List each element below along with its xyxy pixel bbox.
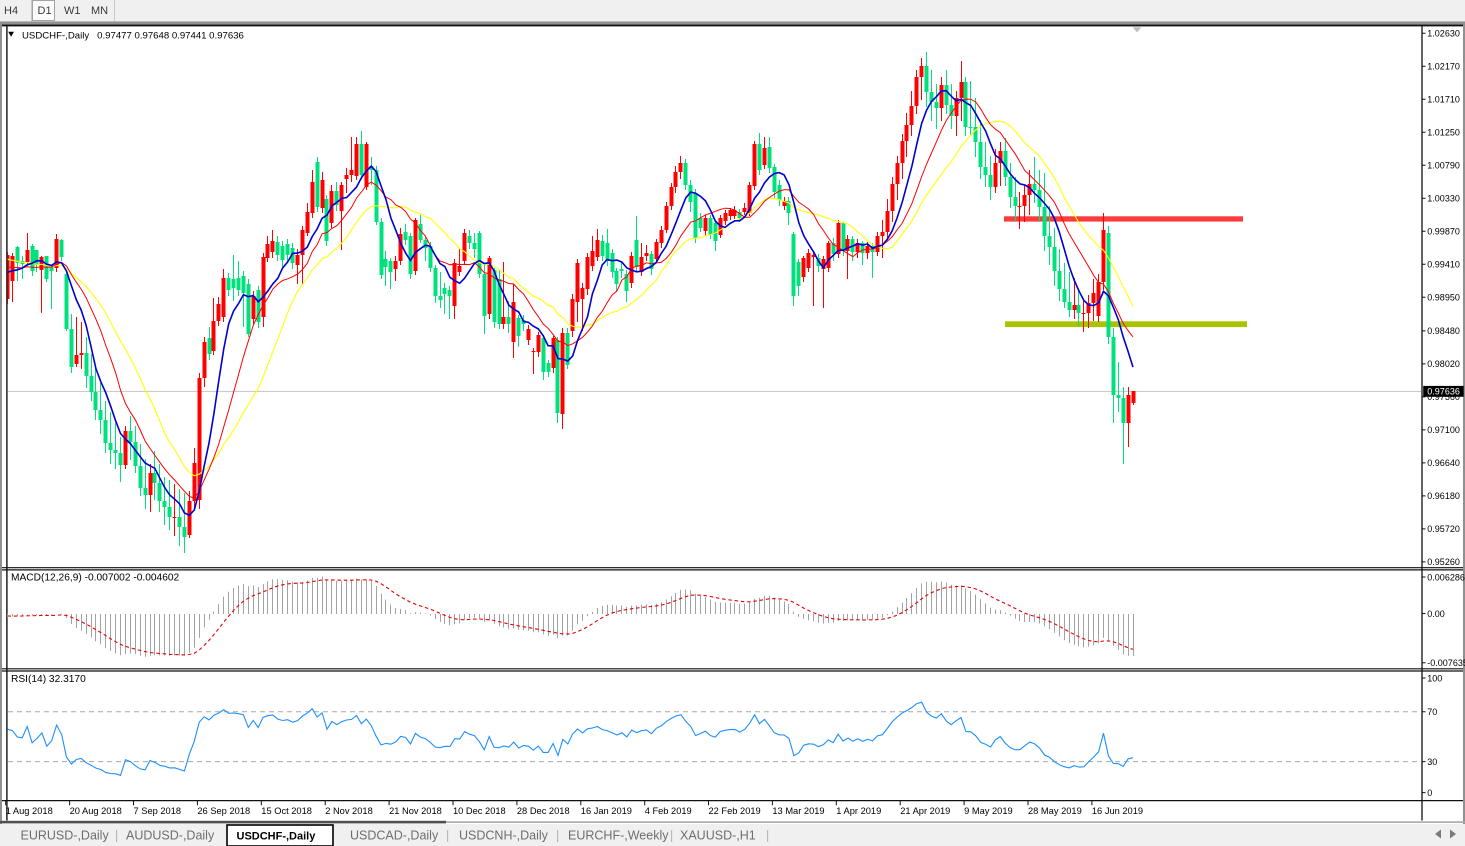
svg-text:28 May 2019: 28 May 2019 [1028,806,1082,816]
svg-text:22 Feb 2019: 22 Feb 2019 [709,806,761,816]
svg-text:0.98020: 0.98020 [1427,359,1460,369]
svg-text:0.96640: 0.96640 [1427,458,1460,468]
svg-text:0.96180: 0.96180 [1427,491,1460,501]
svg-text:0.006286: 0.006286 [1427,572,1465,582]
svg-text:1.01250: 1.01250 [1427,128,1460,138]
svg-text:USDCHF-,Daily 0.97477 0.9764: USDCHF-,Daily 0.97477 0.97648 0.97441 0.… [22,30,244,41]
svg-text:0.97560: 0.97560 [1427,392,1460,402]
svg-text:0.97100: 0.97100 [1427,425,1460,435]
svg-text:30: 30 [1427,757,1437,767]
svg-text:|: | [446,829,449,843]
svg-text:|: | [115,829,118,843]
svg-text:|: | [766,829,769,843]
svg-text:|: | [556,829,559,843]
svg-text:4 Feb 2019: 4 Feb 2019 [645,806,692,816]
svg-text:MN: MN [91,5,108,17]
svg-text:1.02630: 1.02630 [1427,29,1460,39]
svg-text:W1: W1 [64,5,81,17]
svg-text:70: 70 [1427,707,1437,717]
svg-text:1 Aug 2018: 1 Aug 2018 [6,806,53,816]
svg-text:USDCNH-,Daily: USDCNH-,Daily [459,829,549,843]
svg-text:15 Oct 2018: 15 Oct 2018 [261,806,312,816]
svg-text:0.99410: 0.99410 [1427,260,1460,270]
svg-text:0: 0 [1427,788,1432,798]
svg-text:EURUSD-,Daily: EURUSD-,Daily [21,829,110,843]
svg-text:100: 100 [1427,673,1442,683]
svg-text:0.00: 0.00 [1427,609,1445,619]
svg-text:USDCAD-,Daily: USDCAD-,Daily [350,829,439,843]
svg-text:1.00790: 1.00790 [1427,161,1460,171]
svg-text:0.98480: 0.98480 [1427,326,1460,336]
svg-text:|: | [670,829,673,843]
svg-text:13 Mar 2019: 13 Mar 2019 [772,806,824,816]
svg-text:0.97636: 0.97636 [1427,387,1460,397]
svg-text:16 Jun 2019: 16 Jun 2019 [1092,806,1143,816]
svg-text:28 Dec 2018: 28 Dec 2018 [517,806,570,816]
svg-text:1.00330: 1.00330 [1427,194,1460,204]
svg-text:20 Aug 2018: 20 Aug 2018 [70,806,122,816]
svg-text:-0.007635: -0.007635 [1427,658,1465,668]
svg-text:0.95260: 0.95260 [1427,557,1460,567]
svg-text:1.02170: 1.02170 [1427,62,1460,72]
svg-text:26 Sep 2018: 26 Sep 2018 [197,806,250,816]
svg-text:XAUUSD-,H1: XAUUSD-,H1 [680,829,756,843]
svg-text:MACD(12,26,9) -0.007002 -0.004: MACD(12,26,9) -0.007002 -0.004602 [11,573,180,584]
svg-text:9 May 2019: 9 May 2019 [964,806,1013,816]
svg-text:H4: H4 [4,5,18,17]
svg-text:0.98950: 0.98950 [1427,293,1460,303]
svg-text:2 Nov 2018: 2 Nov 2018 [325,806,373,816]
svg-text:EURCHF-,Weekly: EURCHF-,Weekly [568,829,669,843]
svg-text:AUDUSD-,Daily: AUDUSD-,Daily [126,829,215,843]
svg-text:D1: D1 [38,5,52,17]
svg-text:1 Apr 2019: 1 Apr 2019 [836,806,881,816]
svg-text:21 Apr 2019: 21 Apr 2019 [900,806,950,816]
svg-text:0.95720: 0.95720 [1427,524,1460,534]
svg-text:10 Dec 2018: 10 Dec 2018 [453,806,506,816]
svg-text:USDCHF-,Daily: USDCHF-,Daily [237,831,317,843]
svg-text:7 Sep 2018: 7 Sep 2018 [134,806,182,816]
svg-text:16 Jan 2019: 16 Jan 2019 [581,806,632,816]
svg-text:0.99870: 0.99870 [1427,227,1460,237]
svg-text:21 Nov 2018: 21 Nov 2018 [389,806,442,816]
svg-text:1.01710: 1.01710 [1427,95,1460,105]
svg-text:RSI(14) 32.3170: RSI(14) 32.3170 [11,674,86,685]
